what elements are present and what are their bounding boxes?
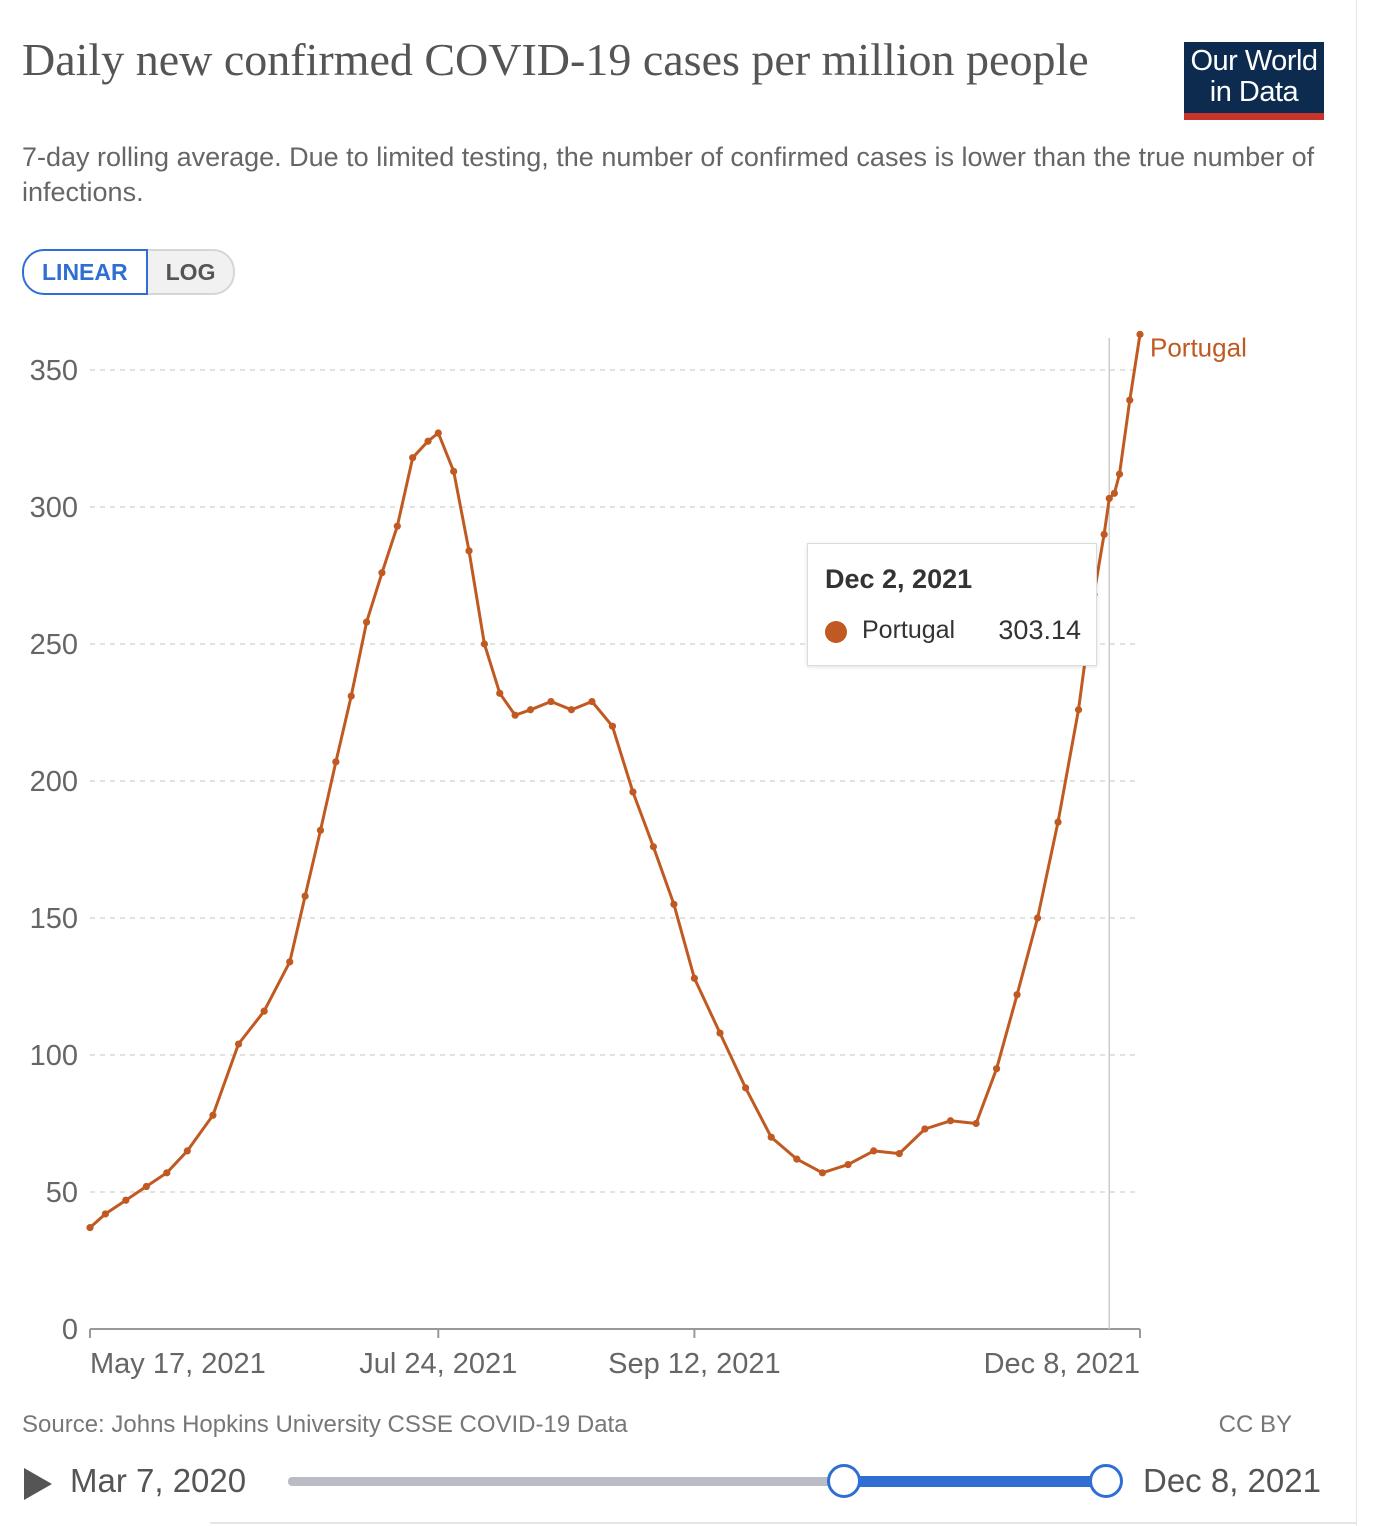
scale-toggle: LINEAR LOG [22,249,236,295]
data-point [649,843,658,851]
data-point [1100,530,1108,538]
x-tick-label: Jul 24, 2021 [359,1348,517,1380]
data-point [347,692,355,700]
tooltip-date: Dec 2, 2021 [825,564,973,594]
data-point [234,1040,243,1048]
timeline-start-handle[interactable] [827,1464,862,1498]
data-point [496,689,504,697]
log-scale-button[interactable]: LOG [147,249,236,295]
play-icon[interactable] [24,1468,52,1500]
timeline-start-date: Mar 7, 2020 [70,1462,247,1499]
data-point [142,1182,150,1191]
chart-title: Daily new confirmed COVID-19 cases per m… [22,34,1089,85]
data-point [316,826,325,834]
y-tick-label: 50 [46,1177,78,1209]
data-point [895,1150,903,1158]
data-point [716,1029,724,1037]
data-point [608,722,617,730]
data-point [690,974,698,982]
data-point [1105,494,1113,502]
x-tick-label: Sep 12, 2021 [608,1348,781,1380]
y-tick-label: 350 [30,355,78,387]
license-link[interactable]: CC BY [1218,1411,1292,1438]
data-point [260,1007,268,1015]
data-point [362,618,371,626]
linear-scale-button[interactable]: LINEAR [22,249,148,295]
tooltip-series-name: Portugal [862,616,956,644]
data-point [972,1119,980,1128]
y-tick-label: 150 [30,903,78,935]
data-point [450,467,458,475]
data-point [1115,470,1124,478]
data-point [870,1147,878,1155]
data-point [588,697,596,706]
data-point [921,1125,929,1133]
data-point [946,1117,955,1125]
data-point [378,569,386,577]
data-point [844,1161,852,1169]
data-point [409,454,417,462]
data-point [629,788,637,796]
data-point [1110,489,1118,497]
data-point [163,1169,171,1177]
data-point [567,706,576,714]
hover-tooltip: Dec 2, 2021 Portugal 303.14 [807,543,1097,666]
y-tick-label: 200 [30,766,78,798]
timeline-track[interactable] [288,1477,1106,1486]
logo-line-2: in Data [1209,76,1299,108]
data-point [286,958,294,966]
source-note[interactable]: Source: Johns Hopkins University CSSE CO… [22,1411,628,1438]
data-point [301,892,309,900]
tooltip-series-swatch [825,621,847,643]
chart-frame: Daily new confirmed COVID-19 cases per m… [0,0,1357,1526]
x-tick-label: May 17, 2021 [90,1348,266,1380]
data-point [1136,330,1144,338]
data-point [511,711,519,719]
data-point [332,758,340,766]
data-point [424,437,432,445]
data-point [183,1147,191,1155]
chart-subtitle: 7-day rolling average. Due to limited te… [22,142,1315,207]
timeline-end-handle[interactable] [1089,1464,1123,1498]
timeline-selection [844,1476,1106,1487]
owid-logo[interactable]: Our World in Data [1184,42,1324,120]
y-tick-label: 250 [30,629,78,661]
data-point [393,522,401,530]
timeline-end-date: Dec 8, 2021 [1143,1462,1321,1499]
data-point [465,547,473,555]
data-point [1054,818,1062,826]
data-point [1074,706,1083,714]
data-point [480,640,488,648]
logo-line-1: Our World [1190,45,1318,77]
data-point [670,900,678,908]
data-point [793,1155,801,1163]
data-point [101,1210,109,1218]
y-tick-label: 300 [30,492,78,524]
y-tick-label: 100 [30,1040,78,1072]
line-chart[interactable]: 0 50 100 150 200 250 300 350 May 17, 2021 Jul 24,… [0,300,1356,1400]
bottom-divider [210,1522,1356,1524]
data-point [818,1169,827,1177]
data-point [767,1133,775,1141]
y-tick-label: 0 [62,1314,78,1346]
series-label-portugal: Portugal [1150,332,1247,362]
data-point [434,429,442,437]
data-point [1013,991,1021,999]
x-tick-label: Dec 8, 2021 [984,1348,1140,1380]
data-point [122,1196,130,1204]
data-point [992,1065,1001,1073]
tooltip-value: 303.14 [998,615,1081,645]
data-point [547,697,555,706]
data-point [1126,396,1134,404]
data-point [86,1224,94,1232]
data-point [209,1111,217,1119]
data-point [526,706,535,714]
data-point [742,1084,750,1092]
data-point [1033,914,1042,922]
